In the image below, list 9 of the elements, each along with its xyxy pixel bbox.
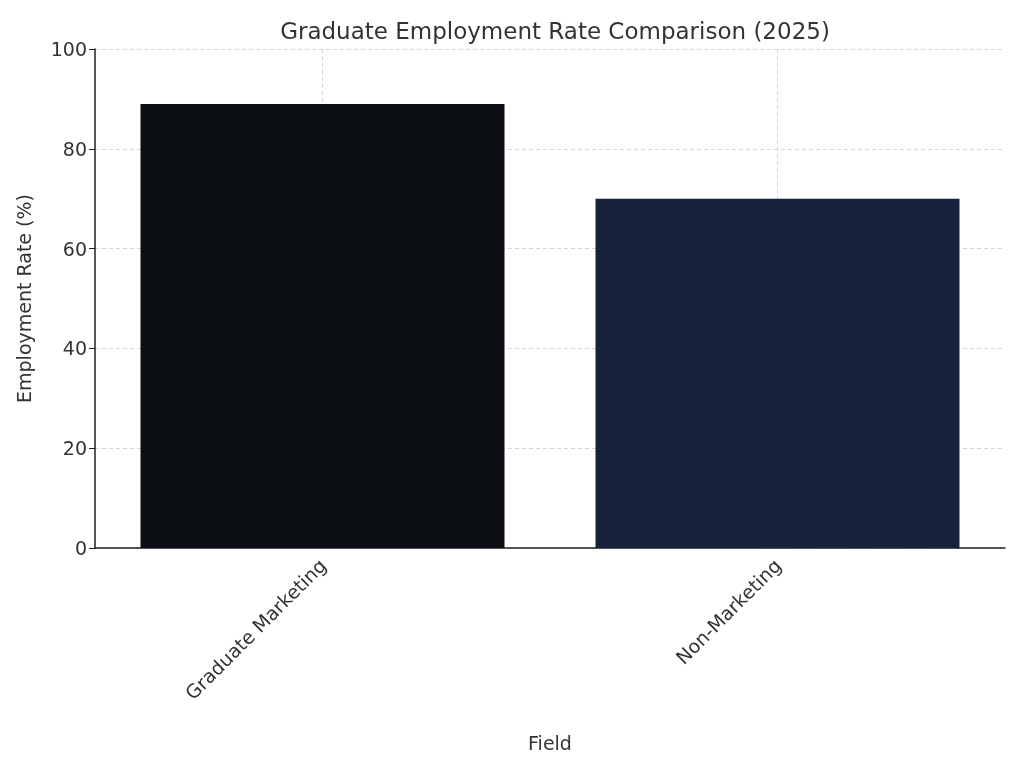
y-axis-title: Employment Rate (%) (12, 194, 35, 403)
y-tick-label: 0 (74, 537, 87, 559)
y-tick-label: 20 (62, 437, 87, 460)
y-tick-label: 80 (62, 137, 87, 160)
y-tick-label: 60 (62, 237, 87, 260)
y-tick-label: 40 (62, 337, 87, 360)
chart-title: Graduate Employment Rate Comparison (2025) (280, 17, 830, 44)
y-tick-label: 100 (50, 38, 87, 60)
x-axis-title: Field (528, 731, 572, 754)
